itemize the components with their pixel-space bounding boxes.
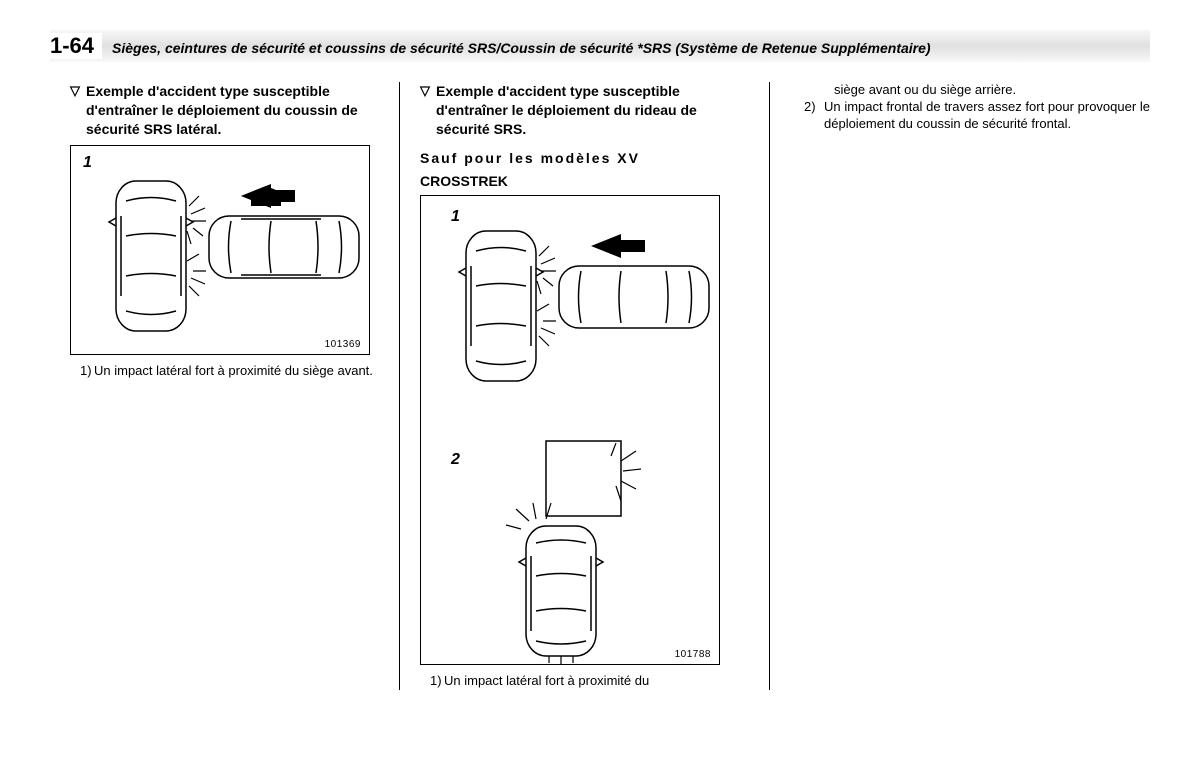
col1-heading-text: Exemple d'accident type susceptible d'en… — [86, 82, 374, 139]
diagram-curtain-impact-icon — [421, 196, 719, 664]
col3-continuation: siège avant ou du siège arrière. — [800, 82, 1150, 99]
figure-side-airbag: 1 — [70, 145, 370, 355]
figure-label-1: 1 — [451, 208, 460, 226]
column-2: ▽ Exemple d'accident type susceptible d'… — [400, 82, 770, 690]
page-number: 1-64 — [50, 33, 102, 59]
col1-caption: 1) Un impact latéral fort à proximité du… — [70, 363, 374, 380]
col2-heading-text: Exemple d'accident type susceptible d'en… — [436, 82, 744, 139]
caption-text: Un impact latéral fort à proximité du — [444, 673, 744, 690]
col1-heading: ▽ Exemple d'accident type susceptible d'… — [70, 82, 374, 139]
column-3: siège avant ou du siège arrière. 2) Un i… — [770, 82, 1150, 690]
list-text: Un impact frontal de travers assez fort … — [824, 99, 1150, 133]
col2-caption: 1) Un impact latéral fort à proximité du — [420, 673, 744, 690]
figure-curtain-airbag: 1 2 — [420, 195, 720, 665]
caption-number: 1) — [70, 363, 94, 380]
figure-id-1: 101369 — [325, 339, 361, 350]
page-header: 1-64 Sièges, ceintures de sécurité et co… — [50, 30, 1150, 62]
col3-item2: 2) Un impact frontal de travers assez fo… — [800, 99, 1150, 133]
diagram-side-impact-icon — [71, 146, 369, 354]
model-note-line1: Sauf pour les modèles XV — [420, 149, 744, 167]
figure-id-2: 101788 — [675, 649, 711, 660]
figure-label-1: 1 — [83, 154, 92, 172]
triangle-bullet-icon: ▽ — [70, 82, 80, 100]
caption-text: Un impact latéral fort à proximité du si… — [94, 363, 374, 380]
header-title: Sièges, ceintures de sécurité et coussin… — [112, 40, 931, 56]
model-note-line2: CROSSTREK — [420, 173, 744, 189]
col2-heading: ▽ Exemple d'accident type susceptible d'… — [420, 82, 744, 139]
list-number: 2) — [800, 99, 824, 133]
content-columns: ▽ Exemple d'accident type susceptible d'… — [50, 82, 1150, 690]
figure-label-2: 2 — [451, 451, 460, 469]
caption-number: 1) — [420, 673, 444, 690]
triangle-bullet-icon: ▽ — [420, 82, 430, 100]
column-1: ▽ Exemple d'accident type susceptible d'… — [50, 82, 400, 690]
